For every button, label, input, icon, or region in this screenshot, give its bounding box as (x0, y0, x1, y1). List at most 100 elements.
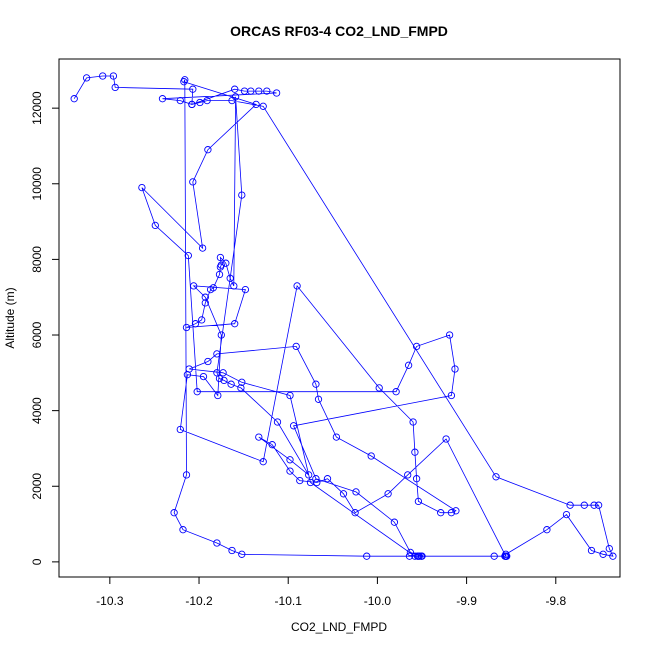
data-point (99, 72, 107, 80)
data-point (292, 342, 300, 351)
data-point (293, 282, 301, 290)
data-point (82, 74, 91, 82)
data-point (247, 87, 255, 95)
data-point (339, 490, 348, 498)
data-point (138, 183, 146, 192)
data-point (255, 87, 263, 95)
data-point (384, 490, 392, 498)
y-tick-label: 6000 (30, 321, 44, 348)
y-tick-label: 8000 (30, 246, 44, 273)
data-point (216, 263, 225, 271)
data-point (185, 365, 193, 373)
data-point (445, 331, 454, 339)
data-point (182, 323, 191, 332)
data-point (70, 95, 78, 103)
data-point (363, 552, 371, 560)
data-point (214, 391, 222, 400)
data-point (412, 342, 421, 351)
data-point (594, 501, 603, 509)
data-point (230, 282, 238, 290)
data-point (605, 544, 613, 553)
data-point (390, 518, 399, 526)
x-axis-label: CO2_LND_FMPD (291, 620, 387, 634)
data-point (237, 384, 245, 392)
data-point (490, 552, 498, 560)
data-point (189, 178, 197, 186)
data-point (222, 259, 230, 267)
y-tick-label: 4000 (30, 397, 44, 424)
data-point (323, 475, 332, 483)
data-point (590, 501, 598, 509)
x-tick-label: -10.3 (96, 594, 124, 608)
data-point (219, 369, 227, 377)
data-point (442, 435, 450, 443)
data-point (215, 270, 224, 279)
data-point (170, 509, 178, 517)
y-tick-label: 2000 (30, 473, 44, 500)
plot-frame (58, 58, 621, 578)
data-point (599, 550, 607, 558)
x-tick-label: -9.8 (545, 594, 566, 608)
data-point (375, 384, 383, 392)
data-point (238, 378, 246, 386)
data-point (196, 98, 204, 107)
data-point (111, 83, 119, 92)
data-point (406, 548, 415, 557)
x-tick-label: -10.1 (275, 594, 303, 608)
data-point (411, 448, 419, 456)
data-point (351, 509, 359, 517)
data-point (201, 293, 209, 301)
data-point (417, 552, 425, 560)
data-point (109, 72, 118, 80)
data-point (332, 433, 341, 441)
data-point (213, 539, 221, 547)
data-point (452, 507, 460, 515)
data-point (543, 526, 551, 534)
data-point (158, 95, 167, 103)
y-axis: 0 2000 4000 6000 8000 10000 12000 (30, 91, 59, 565)
data-point (414, 497, 423, 506)
data-point (188, 100, 196, 109)
data-point (241, 285, 250, 294)
data-point (198, 316, 206, 324)
data-point (409, 418, 417, 426)
data-point (447, 391, 456, 400)
data-point (451, 365, 459, 373)
data-point (204, 357, 212, 366)
data-point (352, 488, 360, 496)
y-tick-label: 0 (30, 558, 44, 565)
data-point (492, 473, 500, 481)
data-point (289, 422, 298, 430)
data-point (503, 552, 511, 560)
data-point (176, 425, 184, 434)
data-point (203, 96, 211, 105)
data-point (228, 546, 236, 555)
data-point (231, 93, 240, 101)
data-point (566, 501, 574, 509)
data-point (392, 388, 400, 396)
series-line (73, 75, 614, 557)
data-point (151, 221, 159, 230)
data-point (305, 471, 313, 479)
y-axis-label: Altitude (m) (3, 287, 17, 348)
data-point (587, 546, 596, 555)
data-point (206, 285, 215, 294)
data-point (201, 299, 209, 307)
data-point (609, 552, 617, 560)
data-point (272, 89, 281, 97)
data-point (252, 100, 260, 109)
data-point (259, 102, 267, 110)
data-point (176, 96, 184, 105)
data-point (231, 85, 239, 93)
plot-area (70, 72, 617, 560)
data-point (217, 331, 225, 339)
y-tick-label: 12000 (30, 91, 44, 125)
data-point (286, 467, 294, 475)
data-point (190, 282, 198, 290)
data-point (447, 509, 456, 517)
data-point (314, 395, 323, 403)
data-point (367, 452, 375, 460)
data-point (263, 87, 271, 95)
data-point (415, 552, 423, 560)
